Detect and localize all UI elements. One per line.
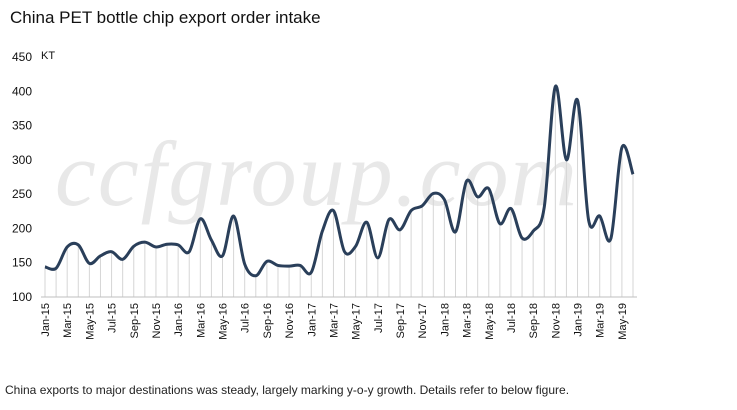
x-tick-label: Jul-17 [373, 303, 385, 333]
x-tick-label: Sep-18 [528, 303, 540, 338]
y-tick-label: 150 [12, 256, 32, 270]
x-tick-label: Jan-17 [306, 303, 318, 337]
x-tick-label: Nov-16 [284, 303, 296, 338]
x-tick-label: Jul-16 [240, 303, 252, 333]
y-tick-label: 250 [12, 187, 32, 201]
x-tick-label: Sep-15 [129, 303, 141, 338]
x-tick-label: Jan-16 [173, 303, 185, 337]
y-tick-label: 200 [12, 221, 32, 235]
x-tick-label: Sep-17 [395, 303, 407, 338]
x-tick-label: May-15 [84, 303, 96, 340]
x-tick-label: Mar-18 [462, 303, 474, 338]
y-unit-label: KT [41, 50, 56, 62]
y-tick-label: 400 [12, 84, 32, 98]
x-tick-label: Jan-15 [40, 303, 52, 337]
y-tick-label: 300 [12, 153, 32, 167]
x-tick-label: Mar-16 [195, 303, 207, 338]
x-tick-label: Mar-19 [595, 303, 607, 338]
x-tick-label: Jul-15 [107, 303, 119, 333]
line-chart: ccfgroup.com 100 150 200 250 300 350 400 450 Jan-… [12, 50, 637, 340]
x-tick-label: Mar-17 [328, 303, 340, 338]
x-tick-label: May-18 [484, 303, 496, 340]
x-tick-label: May-16 [218, 303, 230, 340]
series-line [44, 84, 635, 278]
y-tick-label: 350 [12, 119, 32, 133]
x-tick-label: Sep-16 [262, 303, 274, 338]
chart-title: China PET bottle chip export order intak… [10, 8, 321, 27]
x-tick-label: Nov-17 [417, 303, 429, 338]
y-tick-label: 100 [12, 290, 32, 304]
watermark-text: ccfgroup.com [55, 123, 579, 225]
x-tick-label: May-19 [617, 303, 629, 340]
chart-caption: China exports to major destinations was … [5, 383, 570, 397]
x-tick-label: Jan-18 [439, 303, 451, 337]
x-tick-label: Jul-18 [506, 303, 518, 333]
y-tick-label: 450 [12, 50, 32, 64]
x-tick-label: Nov-18 [550, 303, 562, 338]
x-tick-label: May-17 [351, 303, 363, 340]
x-tick-label: Jan-19 [573, 303, 585, 337]
x-tick-label: Nov-15 [151, 303, 163, 338]
x-tick-label: Mar-15 [62, 303, 74, 338]
